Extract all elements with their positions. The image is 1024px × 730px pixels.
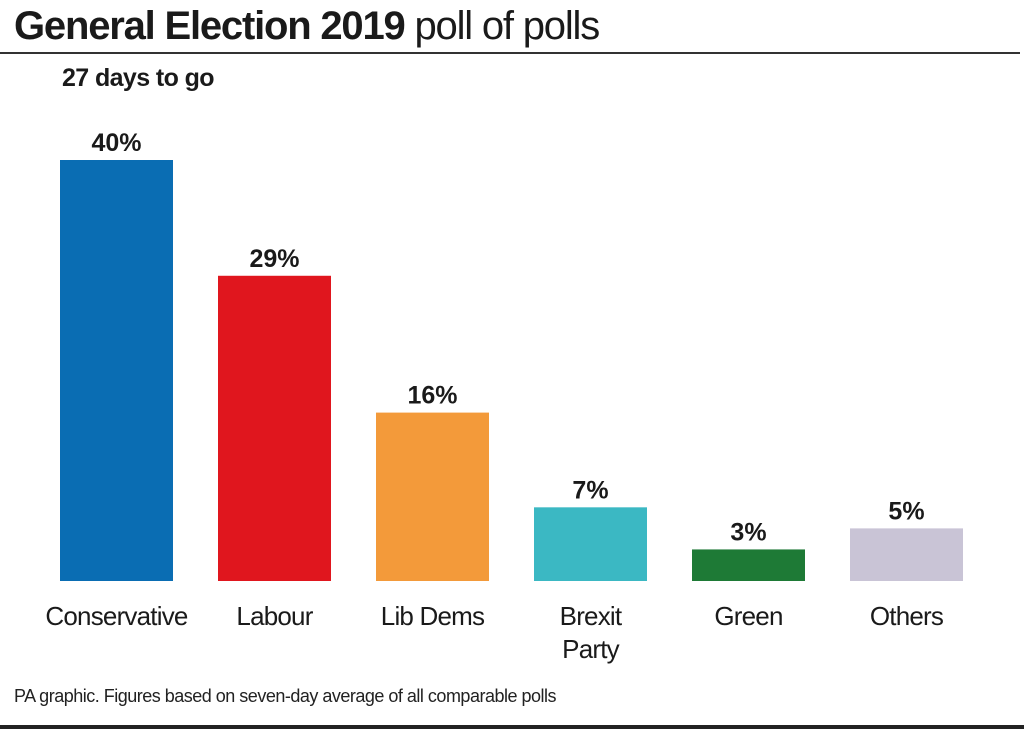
- bar-labour: [218, 275, 331, 581]
- category-label: Brexit Party: [501, 600, 681, 666]
- bottom-divider: [0, 725, 1024, 729]
- category-label: Lib Dems: [343, 600, 523, 633]
- data-label: 7%: [572, 476, 608, 504]
- chart-title-light: poll of polls: [414, 4, 600, 48]
- category-label-line: Brexit: [559, 601, 622, 631]
- category-label-line: Labour: [236, 601, 313, 631]
- bar-brexit-party: [534, 507, 647, 581]
- bar-green: [692, 549, 805, 581]
- footnote: PA graphic. Figures based on seven-day a…: [14, 686, 557, 706]
- category-label-line: Conservative: [45, 601, 188, 631]
- category-label-line: Others: [869, 601, 944, 631]
- category-label: Conservative: [27, 600, 207, 633]
- bar-lib-dems: [376, 412, 489, 581]
- chart-subtitle: 27 days to go: [62, 64, 215, 92]
- category-label-line: Lib Dems: [380, 601, 485, 631]
- bar-chart: 40% 29% 16% 7% 3% 5%: [60, 129, 963, 581]
- data-label: 3%: [730, 518, 766, 546]
- bar-conservative: [60, 160, 173, 581]
- category-label-line: Green: [714, 601, 783, 631]
- category-label: Green: [659, 600, 839, 633]
- category-label-line: Party: [562, 634, 619, 664]
- category-label: Others: [817, 600, 997, 633]
- chart-title: General Election 2019 poll of polls: [14, 2, 600, 50]
- data-label: 40%: [91, 129, 141, 157]
- bar-others: [850, 528, 963, 581]
- category-label: Labour: [185, 600, 365, 633]
- data-label: 16%: [407, 382, 457, 410]
- data-label: 29%: [249, 245, 299, 273]
- chart-title-bold: General Election 2019: [14, 4, 406, 48]
- title-divider: [0, 52, 1020, 54]
- data-label: 5%: [888, 497, 924, 525]
